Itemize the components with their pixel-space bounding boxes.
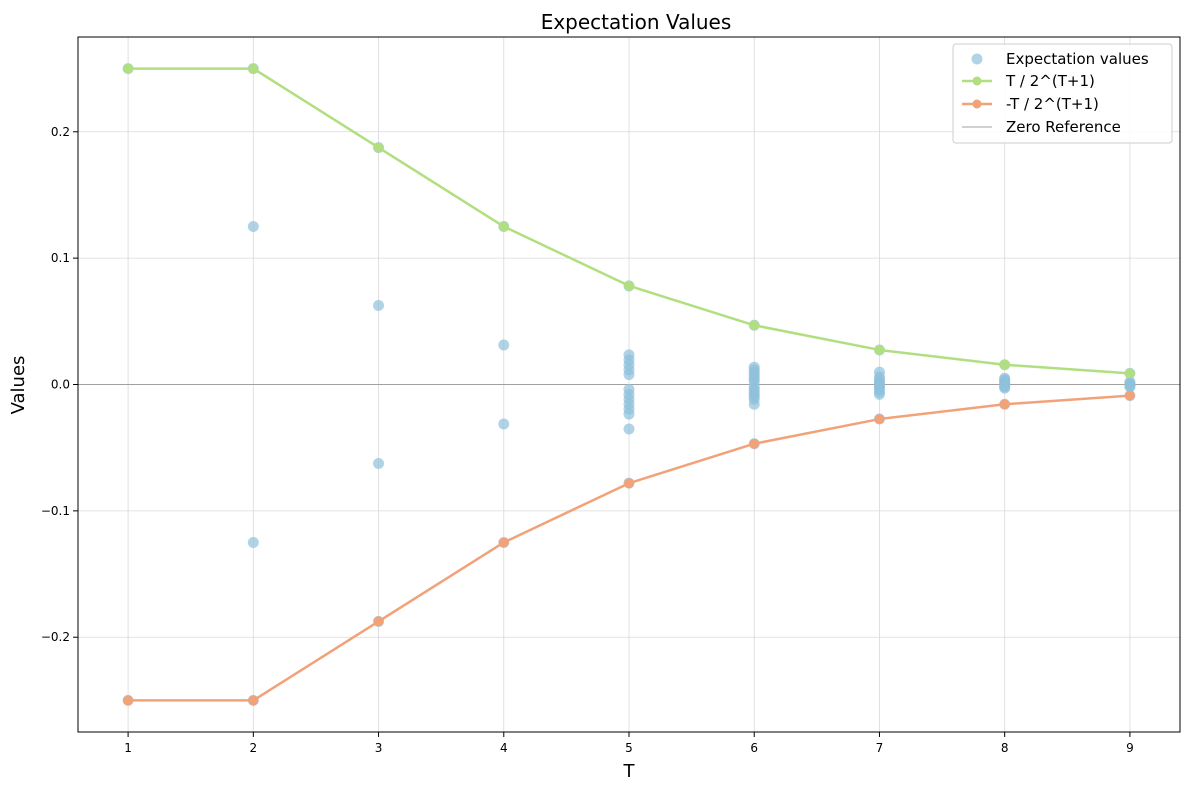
lower-bound-marker — [749, 438, 760, 449]
expectation-point — [623, 408, 635, 420]
x-tick-label: 9 — [1126, 741, 1134, 755]
legend: Expectation values T / 2^(T+1) -T / 2^(T… — [952, 43, 1173, 144]
upper-bound-marker — [373, 142, 384, 153]
expectation-point — [623, 423, 635, 435]
y-ticks: −0.2 −0.1 0.0 0.1 0.2 — [41, 125, 78, 644]
lower-bound-marker — [1124, 390, 1135, 401]
y-tick-label: −0.1 — [41, 504, 70, 518]
expectation-point — [748, 398, 760, 410]
expectation-point — [623, 369, 635, 381]
lower-bound-marker — [874, 414, 885, 425]
x-axis-label: T — [623, 761, 636, 782]
expectation-point — [498, 339, 510, 351]
upper-bound-marker — [1124, 368, 1135, 379]
expectation-point — [247, 221, 259, 233]
x-tick-label: 5 — [625, 741, 633, 755]
x-tick-label: 3 — [375, 741, 383, 755]
lower-bound-marker — [498, 537, 509, 548]
legend-marker-upper-bound — [972, 76, 982, 86]
lower-bound-marker — [248, 695, 259, 706]
legend-label-expectation-values: Expectation values — [1006, 50, 1149, 68]
expectation-point — [373, 300, 385, 312]
legend-label-lower-bound: -T / 2^(T+1) — [1006, 95, 1099, 113]
x-tick-label: 8 — [1001, 741, 1009, 755]
expectation-point — [1124, 381, 1136, 393]
legend-marker-lower-bound — [972, 99, 982, 109]
lower-bound-marker — [624, 478, 634, 489]
x-tick-label: 4 — [500, 741, 508, 755]
y-axis-label: Values — [8, 356, 29, 415]
upper-bound-marker — [874, 344, 885, 355]
lower-bound-marker — [999, 399, 1010, 410]
lower-bound-marker — [123, 695, 134, 706]
upper-bound-marker — [749, 320, 760, 331]
y-tick-label: 0.2 — [51, 125, 70, 139]
x-tick-label: 2 — [249, 741, 257, 755]
x-tick-label: 7 — [876, 741, 884, 755]
y-tick-label: 0.0 — [51, 378, 70, 392]
legend-box — [952, 43, 1173, 144]
upper-bound-marker — [999, 359, 1010, 370]
upper-bound-marker — [123, 63, 134, 74]
upper-bound-marker — [248, 63, 259, 74]
y-tick-label: 0.1 — [51, 251, 70, 265]
expectation-point — [999, 382, 1011, 394]
y-tick-label: −0.2 — [41, 630, 70, 644]
legend-label-upper-bound: T / 2^(T+1) — [1005, 72, 1095, 90]
expectation-point — [873, 388, 885, 400]
x-ticks: 1 2 3 4 5 6 7 8 9 — [124, 732, 1134, 755]
expectation-point — [373, 457, 385, 469]
lower-bound-marker — [373, 616, 384, 627]
expectation-point — [247, 536, 259, 548]
chart-title: Expectation Values — [541, 10, 732, 34]
expectation-point — [498, 418, 510, 430]
legend-marker-expectation-values — [971, 53, 983, 65]
x-tick-label: 6 — [750, 741, 758, 755]
x-tick-label: 1 — [124, 741, 132, 755]
upper-bound-marker — [498, 221, 509, 232]
upper-bound-marker — [624, 280, 634, 291]
legend-label-zero-reference: Zero Reference — [1006, 118, 1121, 136]
lines-layer — [123, 63, 1135, 706]
